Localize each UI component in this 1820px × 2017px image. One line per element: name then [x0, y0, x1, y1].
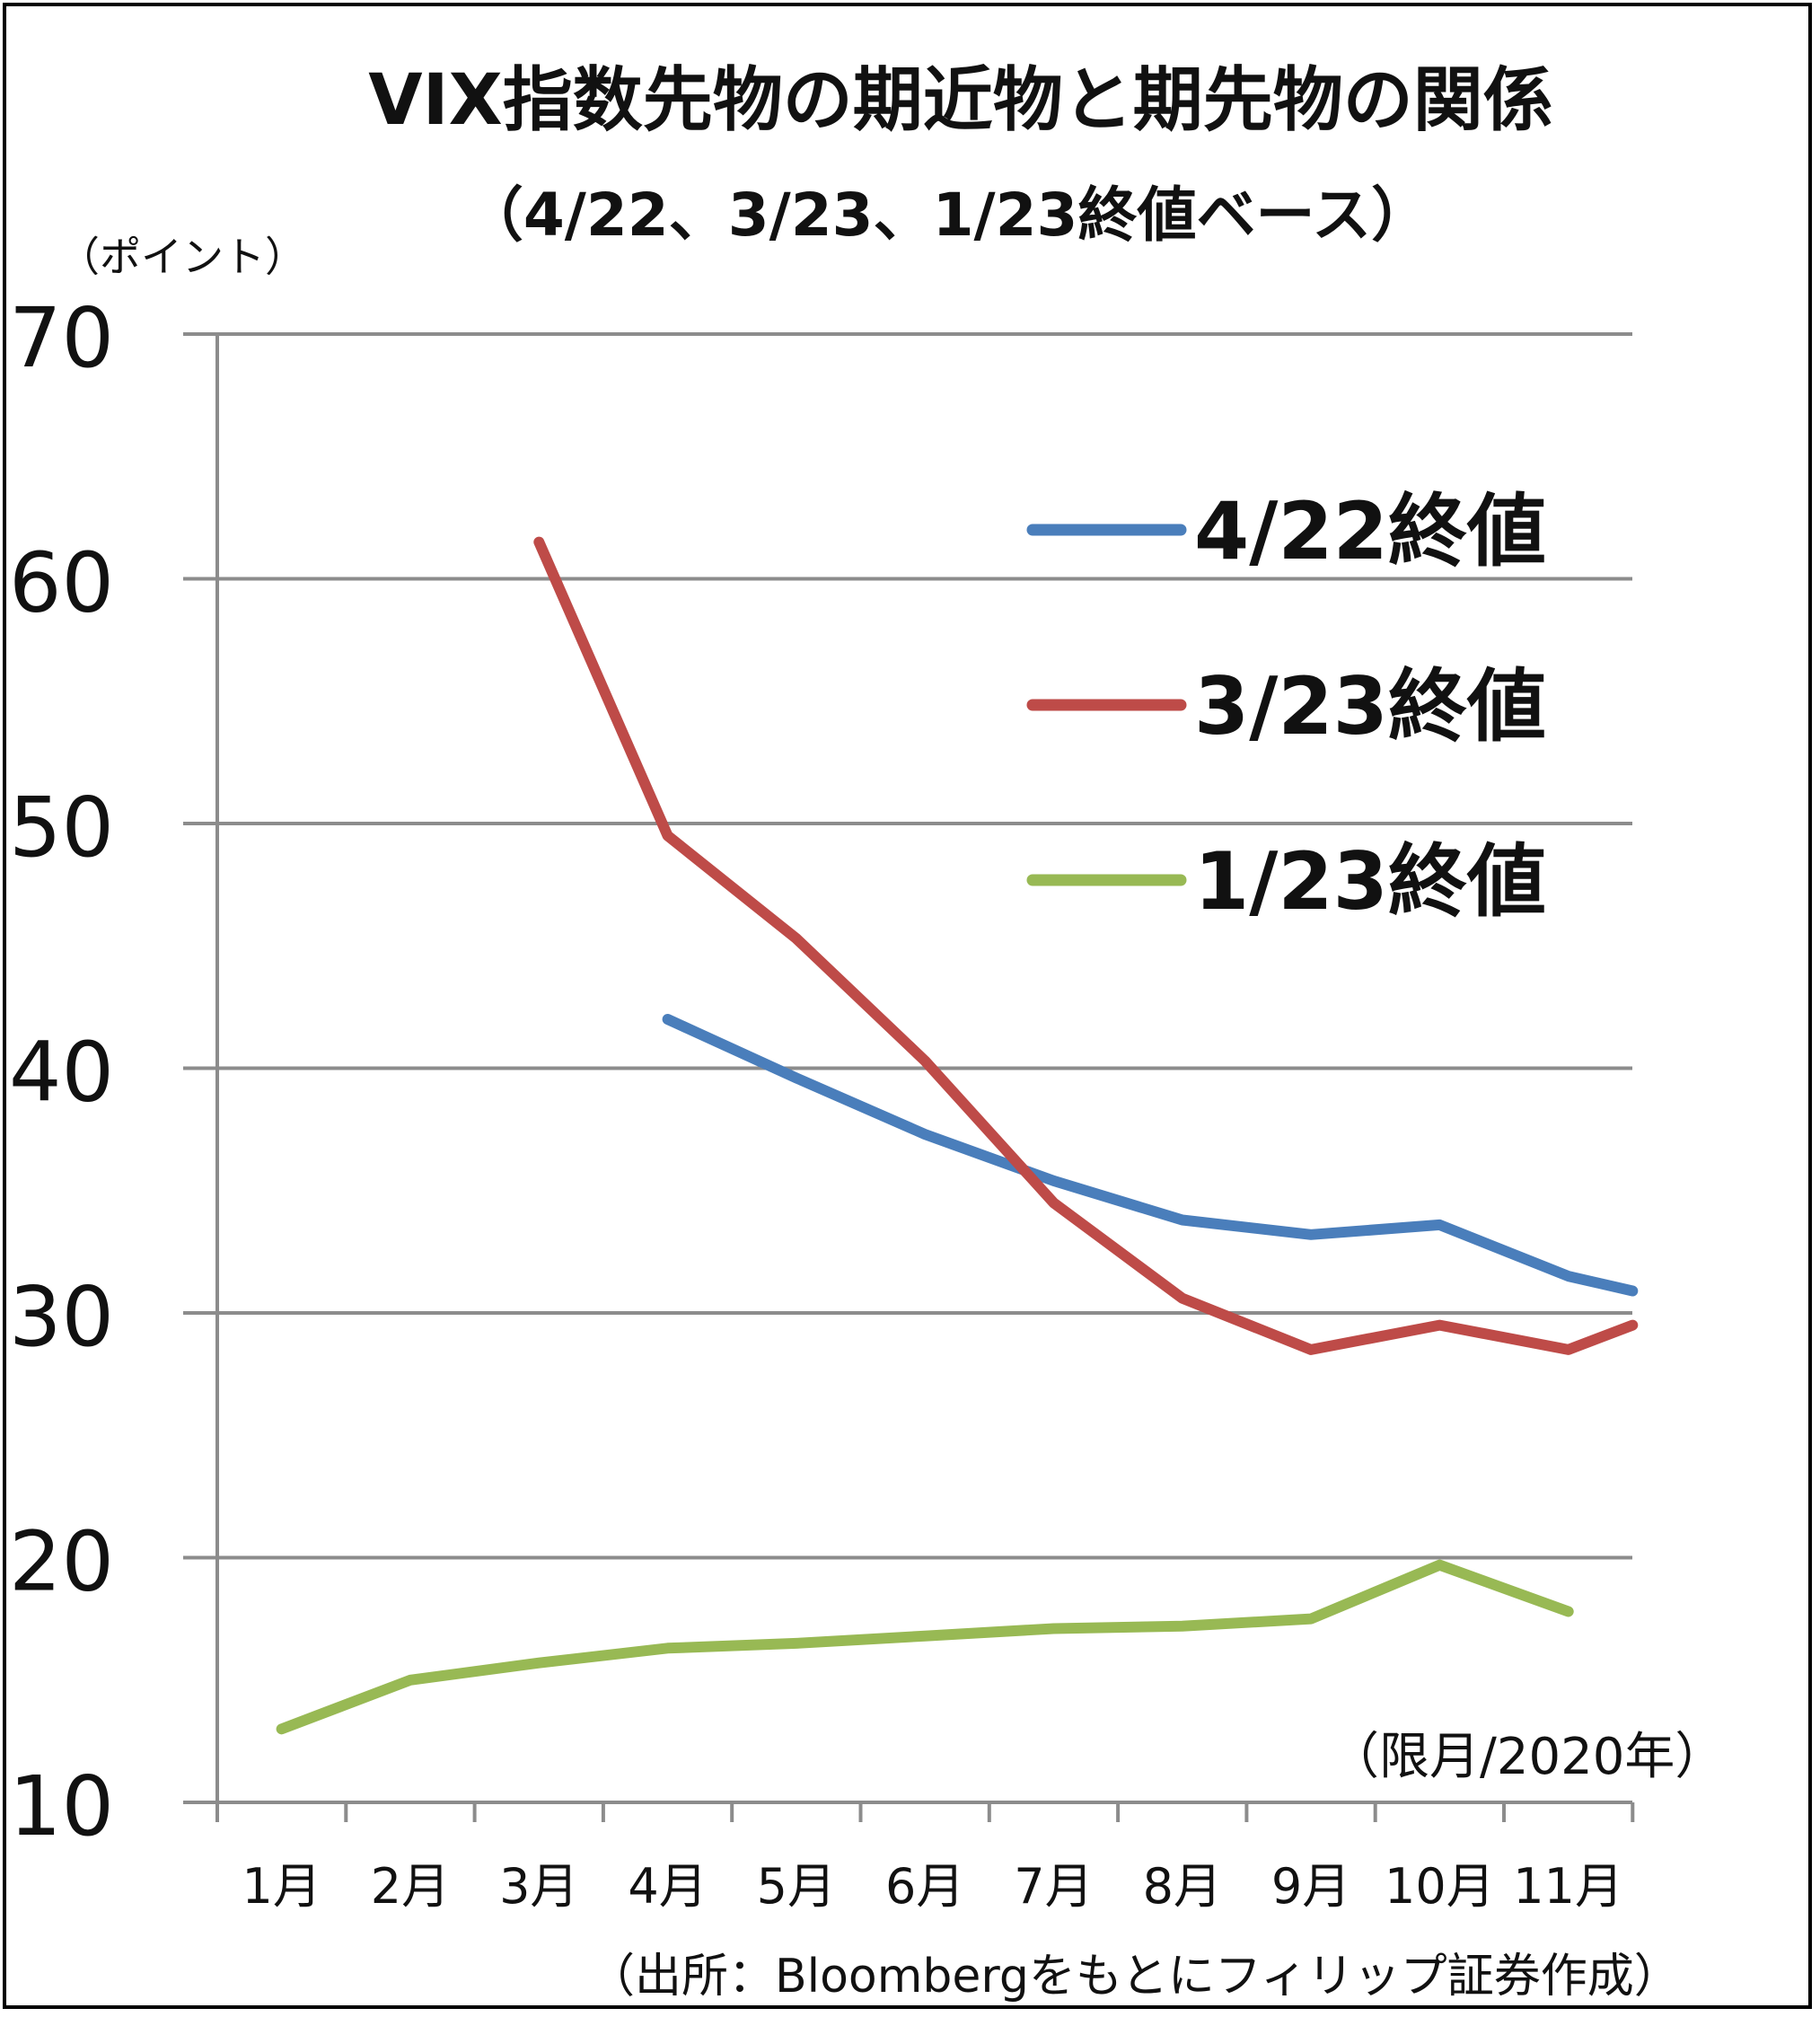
x-tick-label: 7月 [1014, 1858, 1093, 1915]
chart-subtitle: （4/22、3/23、1/23終値ベース） [464, 181, 1430, 250]
y-tick-label: 60 [9, 535, 114, 631]
series-line-3 [276, 1559, 1574, 1735]
x-tick-label: 1月 [242, 1858, 321, 1915]
y-tick-label: 20 [9, 1514, 114, 1610]
x-tick-label: 10月 [1385, 1858, 1495, 1915]
chart-title: VIX指数先物の期近物と期先物の関係 [368, 60, 1553, 141]
legend: 4/22終値 3/23終値 1/23終値 [1026, 485, 1546, 928]
x-tick-label: 4月 [628, 1858, 707, 1915]
y-tick-label: 30 [9, 1269, 114, 1365]
x-tick-label: 11月 [1513, 1858, 1623, 1915]
x-tick-label: 3月 [499, 1858, 578, 1915]
legend-label: 3/23終値 [1194, 660, 1546, 753]
y-tick-label: 40 [9, 1025, 114, 1121]
x-tick-label: 5月 [757, 1858, 836, 1915]
legend-label: 1/23終値 [1194, 835, 1546, 928]
x-tick-label: 9月 [1271, 1858, 1350, 1915]
source-note: （出所：Bloombergをもとにフィリップ証券作成） [588, 1950, 1681, 2004]
y-tick-label: 50 [9, 779, 114, 876]
series-lines [276, 536, 1639, 1735]
axes: 10 20 30 40 50 60 70 1月 2月 3月 4月 5月 6月 7月 8月 9月 10月 11月 [9, 290, 1635, 1915]
x-tick-label: 6月 [885, 1858, 964, 1915]
x-tick-label: 2月 [371, 1858, 450, 1915]
x-axis-unit-label: （限月/2020年） [1329, 1728, 1725, 1786]
y-tick-label: 10 [9, 1758, 114, 1854]
chart-frame [3, 3, 1812, 2009]
grid-lines [183, 332, 1632, 1560]
series-line-1 [662, 1014, 1639, 1297]
y-tick-label: 70 [9, 290, 114, 386]
series-line-2 [533, 536, 1639, 1355]
y-axis-unit-label: （ポイント） [58, 233, 306, 281]
legend-label: 4/22終値 [1194, 485, 1546, 577]
x-tick-label: 8月 [1143, 1858, 1222, 1915]
